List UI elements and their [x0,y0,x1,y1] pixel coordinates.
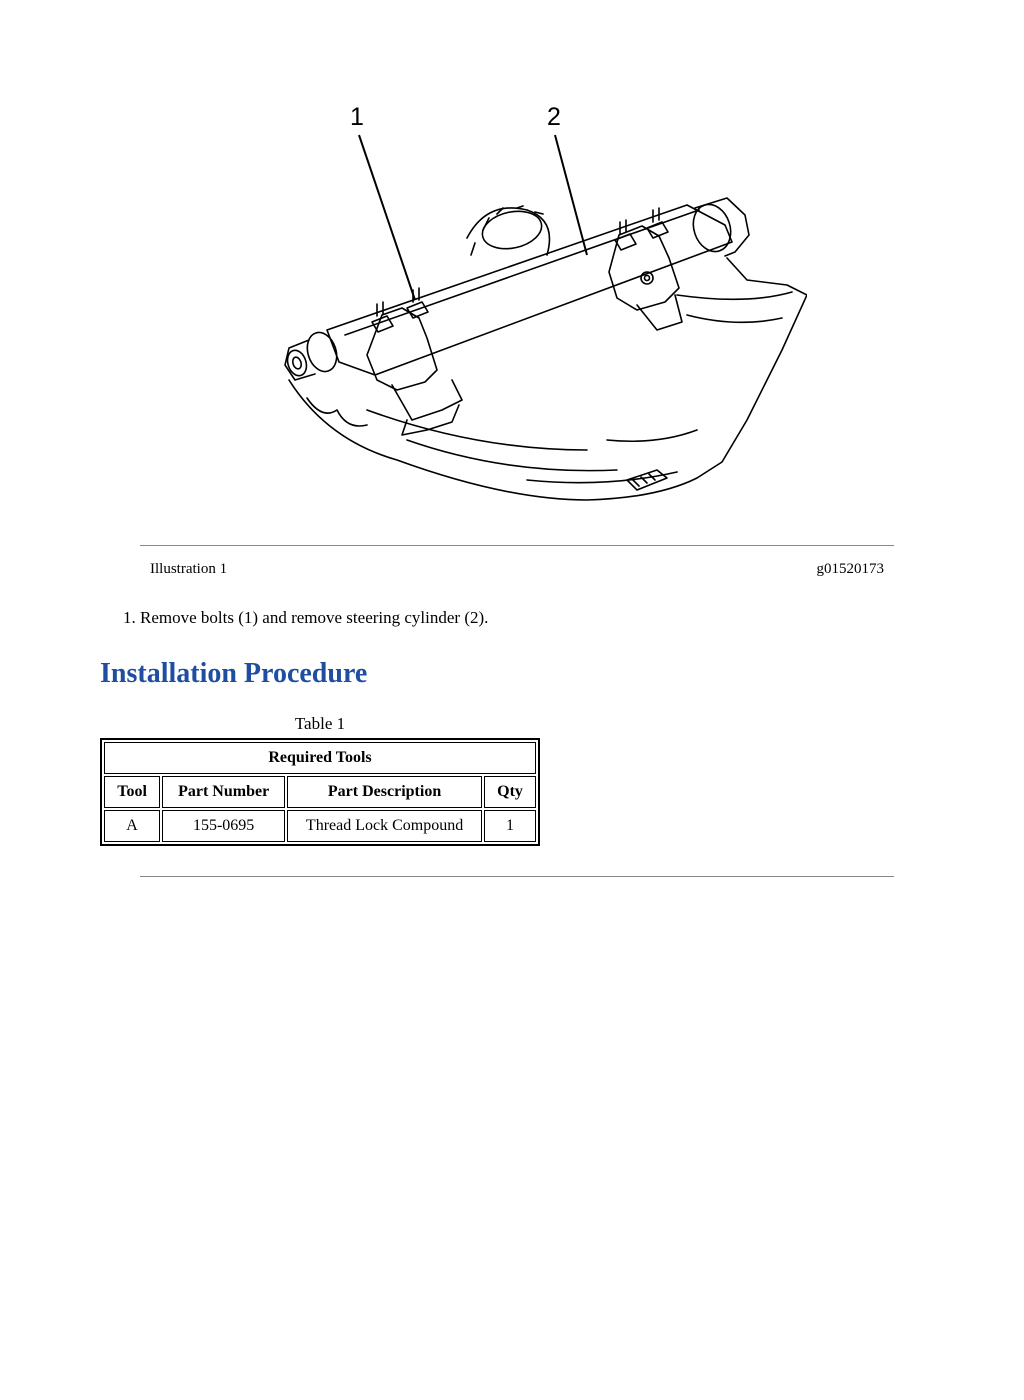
cell-part-number: 155-0695 [162,810,285,842]
caption-divider [140,545,894,546]
table-header-tool: Tool [104,776,160,808]
procedure-steps: Remove bolts (1) and remove steering cyl… [100,608,934,628]
callout-label-1: 1 [350,103,364,131]
illustration-caption-right: g01520173 [817,561,885,578]
cell-part-description: Thread Lock Compound [287,810,482,842]
section-heading: Installation Procedure [100,658,934,690]
table-header-qty: Qty [484,776,536,808]
bottom-divider [140,876,894,877]
required-tools-table: Required Tools Tool Part Number Part Des… [100,738,540,846]
table-title-cell: Required Tools [104,742,536,774]
mechanical-drawing [284,198,807,500]
table-header-partdescription: Part Description [287,776,482,808]
table-caption: Table 1 [100,714,540,734]
callout-leader-1 [359,135,415,300]
illustration-caption-row: Illustration 1 g01520173 [100,561,934,578]
step-item: Remove bolts (1) and remove steering cyl… [140,608,934,628]
illustration-caption-left: Illustration 1 [150,561,227,578]
illustration-figure: 1 2 [100,40,934,525]
step-text: Remove bolts (1) and remove steering cyl… [140,608,488,627]
callout-label-2: 2 [547,103,561,131]
cell-qty: 1 [484,810,536,842]
steering-cylinder-diagram: 1 2 [227,80,807,520]
table-header-row: Tool Part Number Part Description Qty [104,776,536,808]
table-title-row: Required Tools [104,742,536,774]
callout-leader-2 [555,135,587,255]
cell-tool: A [104,810,160,842]
table-header-partnumber: Part Number [162,776,285,808]
table-row: A 155-0695 Thread Lock Compound 1 [104,810,536,842]
